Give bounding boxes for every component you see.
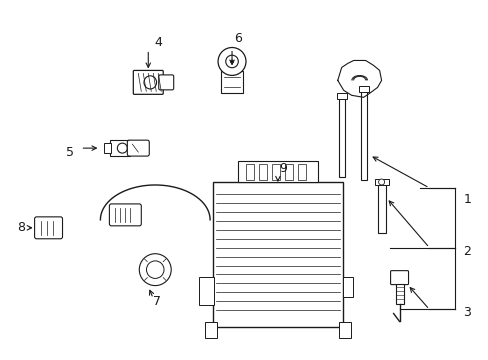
- Circle shape: [225, 55, 238, 68]
- Circle shape: [146, 261, 163, 278]
- Text: 4: 4: [154, 36, 162, 49]
- Bar: [245, 163, 253, 180]
- Bar: [104, 143, 111, 153]
- Text: 7: 7: [153, 295, 161, 308]
- Bar: [395, 284, 403, 303]
- Bar: [110, 140, 130, 156]
- Circle shape: [117, 143, 127, 153]
- Bar: [342, 277, 352, 297]
- FancyBboxPatch shape: [127, 140, 149, 156]
- Text: 6: 6: [234, 32, 242, 45]
- Bar: [374, 179, 388, 185]
- Ellipse shape: [143, 76, 156, 89]
- Text: 8: 8: [17, 221, 24, 234]
- FancyBboxPatch shape: [109, 204, 141, 226]
- Bar: [297, 163, 305, 180]
- Bar: [199, 277, 214, 305]
- Circle shape: [378, 179, 384, 185]
- FancyBboxPatch shape: [133, 71, 163, 94]
- Text: 5: 5: [66, 145, 74, 159]
- Text: 2: 2: [463, 245, 470, 258]
- Bar: [271, 163, 279, 180]
- Text: 1: 1: [463, 193, 470, 206]
- FancyBboxPatch shape: [159, 75, 173, 90]
- Text: 3: 3: [463, 306, 470, 319]
- Bar: [238, 161, 317, 183]
- Bar: [285, 163, 292, 180]
- Polygon shape: [337, 60, 381, 97]
- Bar: [338, 97, 344, 177]
- Bar: [336, 93, 346, 99]
- Bar: [259, 163, 266, 180]
- Bar: [221, 71, 243, 93]
- FancyBboxPatch shape: [390, 271, 407, 285]
- Circle shape: [218, 48, 245, 75]
- Bar: [213, 183, 342, 327]
- Circle shape: [139, 254, 171, 285]
- Bar: [360, 90, 366, 180]
- Bar: [358, 86, 368, 92]
- Bar: [377, 183, 385, 233]
- FancyBboxPatch shape: [35, 217, 62, 239]
- Bar: [204, 322, 217, 338]
- Text: 9: 9: [278, 162, 286, 175]
- Bar: [338, 322, 350, 338]
- Circle shape: [230, 60, 233, 63]
